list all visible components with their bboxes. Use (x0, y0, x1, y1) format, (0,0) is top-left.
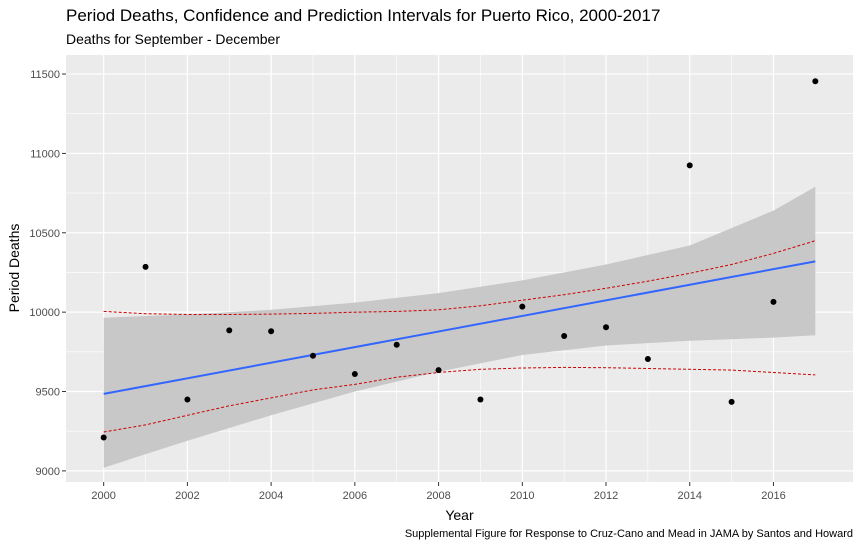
data-points (100, 78, 819, 441)
x-tick-label: 2008 (426, 490, 450, 502)
y-tick-label: 10000 (29, 307, 60, 319)
data-point (519, 303, 526, 310)
data-point (812, 78, 819, 85)
x-tick-label: 2006 (343, 490, 367, 502)
data-point (309, 352, 316, 359)
data-point (477, 396, 484, 403)
y-axis-label: Period Deaths (6, 224, 22, 313)
chart-title: Period Deaths, Confidence and Prediction… (66, 6, 661, 25)
x-tick-label: 2016 (761, 490, 785, 502)
data-point (561, 332, 568, 339)
x-tick-label: 2004 (259, 490, 283, 502)
x-tick-label: 2014 (677, 490, 701, 502)
x-tick-label: 2002 (175, 490, 199, 502)
data-point (393, 341, 400, 348)
data-point (100, 434, 107, 441)
y-tick-label: 9500 (36, 387, 60, 399)
data-point (603, 324, 610, 331)
x-axis-label: Year (445, 507, 474, 523)
data-point (184, 396, 191, 403)
prediction-interval-upper (103, 240, 816, 315)
y-tick-label: 9000 (36, 466, 60, 478)
y-tick-label: 11000 (30, 148, 60, 160)
data-point (770, 298, 777, 305)
y-tick-label: 10500 (29, 228, 60, 240)
fit-line (103, 260, 816, 395)
x-axis: 2000 2002 2004 2006 2008 2010 2012 2014 2016 (91, 482, 786, 502)
data-point (644, 355, 651, 362)
prediction-interval-lower (103, 366, 816, 433)
x-tick-label: 2000 (91, 490, 115, 502)
data-point (268, 328, 275, 335)
data-point (686, 162, 693, 169)
data-point (728, 398, 735, 405)
data-point (351, 371, 358, 378)
x-tick-label: 2012 (594, 490, 618, 502)
y-axis: 9000 9500 10000 10500 11000 11500 (29, 69, 66, 478)
y-tick-label: 11500 (30, 69, 60, 81)
chart-subtitle: Deaths for September - December (66, 31, 280, 47)
chart-caption: Supplemental Figure for Response to Cruz… (404, 528, 853, 540)
data-point (226, 327, 233, 334)
x-tick-label: 2010 (510, 490, 534, 502)
data-point (142, 263, 149, 270)
data-point (435, 367, 442, 374)
